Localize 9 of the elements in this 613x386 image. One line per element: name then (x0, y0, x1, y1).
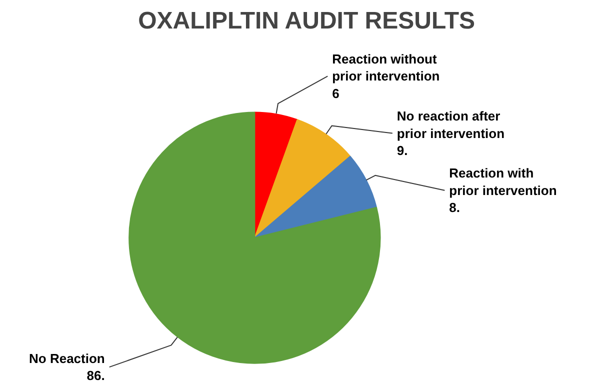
chart-title: OXALIPLTIN AUDIT RESULTS (138, 8, 476, 34)
slice-label: Reaction with prior intervention (449, 166, 557, 198)
data-label: 9. (396, 143, 408, 158)
slice-label: No reaction after prior intervention (396, 108, 505, 141)
data-label: 6 (332, 86, 340, 101)
data-label: 86. (86, 368, 105, 384)
slice-label: No Reaction (29, 350, 105, 366)
slice-label: Reaction without prior intervention (332, 51, 440, 84)
data-label: 8. (449, 200, 460, 216)
